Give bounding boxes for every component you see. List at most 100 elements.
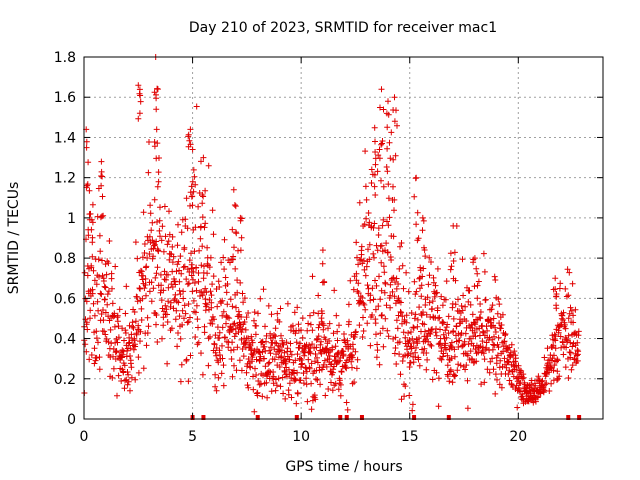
data-point <box>141 250 148 256</box>
data-point <box>190 276 196 283</box>
data-point <box>273 382 280 389</box>
data-point <box>562 325 569 332</box>
data-point <box>294 351 301 358</box>
data-point <box>139 254 146 261</box>
data-point <box>396 351 403 358</box>
data-point <box>496 301 503 308</box>
data-point <box>251 309 258 316</box>
data-point <box>338 369 345 375</box>
data-point <box>238 234 245 241</box>
data-point <box>168 325 175 332</box>
data-point <box>137 98 144 105</box>
data-point <box>460 292 467 299</box>
data-point <box>109 374 116 381</box>
data-point <box>563 293 570 300</box>
data-point <box>498 384 505 391</box>
data-point <box>86 211 93 218</box>
data-point <box>444 362 451 369</box>
data-point <box>210 273 217 280</box>
data-point <box>528 381 534 388</box>
data-point <box>99 193 106 200</box>
data-point <box>447 250 454 257</box>
data-point <box>361 301 368 308</box>
data-point <box>138 317 145 323</box>
data-point <box>176 267 183 274</box>
data-point <box>101 328 108 335</box>
data-point <box>363 215 370 222</box>
data-point <box>349 380 356 387</box>
data-point <box>212 371 219 378</box>
data-point <box>109 300 116 307</box>
data-point <box>464 405 471 412</box>
data-point <box>126 322 133 329</box>
data-point <box>127 387 133 394</box>
data-point <box>231 320 238 327</box>
data-point <box>200 275 207 282</box>
data-point <box>169 259 176 266</box>
data-point <box>450 222 457 229</box>
data-point <box>167 299 174 306</box>
data-point <box>434 265 441 272</box>
data-point <box>314 336 321 342</box>
data-point <box>93 354 100 361</box>
data-point <box>479 328 486 335</box>
data-point <box>85 232 92 239</box>
data-point <box>372 192 379 198</box>
data-point <box>391 196 398 203</box>
data-point <box>160 322 167 329</box>
data-point <box>96 273 102 280</box>
data-point <box>151 89 158 96</box>
data-point <box>132 239 139 246</box>
data-point <box>115 334 122 341</box>
data-point <box>447 368 454 375</box>
data-point <box>372 161 379 168</box>
data-point <box>398 309 405 316</box>
data-point <box>356 199 363 206</box>
data-point <box>443 334 450 341</box>
zero-marker <box>344 415 349 420</box>
data-point <box>404 346 411 353</box>
data-point <box>224 281 231 287</box>
data-point <box>457 362 464 369</box>
data-point <box>520 374 527 381</box>
data-point <box>352 328 359 335</box>
data-point <box>375 152 382 159</box>
data-point <box>416 335 422 341</box>
data-point <box>331 287 338 294</box>
data-point <box>94 298 101 305</box>
data-point <box>334 337 341 344</box>
data-point <box>454 367 461 374</box>
data-point <box>474 295 481 302</box>
chart-title: Day 210 of 2023, SRMTID for receiver mac… <box>189 20 497 36</box>
data-point <box>494 376 500 383</box>
data-point <box>378 312 385 319</box>
data-point <box>379 222 386 229</box>
data-point <box>148 298 155 305</box>
data-point <box>238 367 245 374</box>
data-point <box>559 312 566 319</box>
data-point <box>500 348 506 355</box>
data-point <box>491 333 497 340</box>
data-point <box>121 362 128 369</box>
data-point <box>212 332 219 339</box>
data-point <box>391 118 398 125</box>
data-point <box>83 319 90 326</box>
data-point <box>236 357 243 364</box>
data-point <box>181 263 188 270</box>
data-point <box>84 326 91 333</box>
data-point <box>375 232 382 238</box>
data-point <box>253 356 260 363</box>
data-point <box>391 293 398 300</box>
data-point <box>185 318 192 325</box>
data-point <box>359 294 366 301</box>
data-point <box>144 255 151 261</box>
data-point <box>492 329 499 335</box>
data-point <box>153 95 160 102</box>
data-point <box>494 310 501 317</box>
data-point <box>552 275 559 282</box>
data-point <box>193 287 200 294</box>
data-point <box>455 361 462 368</box>
data-point <box>385 333 392 340</box>
data-point <box>161 268 168 275</box>
data-point <box>171 297 178 304</box>
